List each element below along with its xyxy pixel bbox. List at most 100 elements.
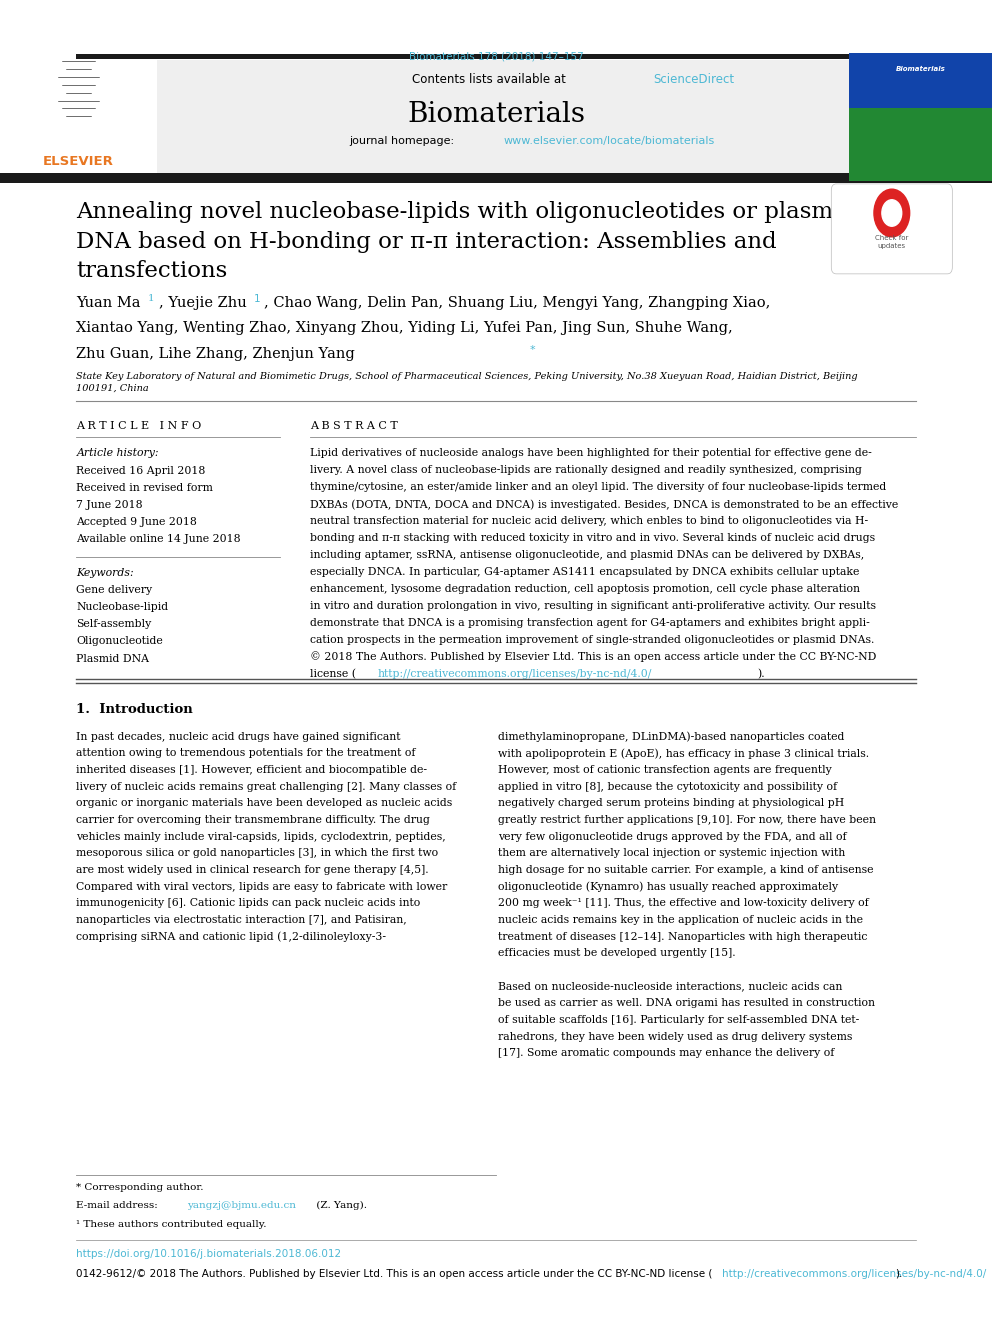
FancyBboxPatch shape (849, 108, 992, 181)
Text: Zhu Guan, Lihe Zhang, Zhenjun Yang: Zhu Guan, Lihe Zhang, Zhenjun Yang (76, 347, 355, 361)
Text: negatively charged serum proteins binding at physiological pH: negatively charged serum proteins bindin… (498, 798, 844, 808)
Text: Self-assembly: Self-assembly (76, 619, 152, 630)
Text: treatment of diseases [12–14]. Nanoparticles with high therapeutic: treatment of diseases [12–14]. Nanoparti… (498, 931, 867, 942)
Text: oligonucleotide (Kynamro) has usually reached approximately: oligonucleotide (Kynamro) has usually re… (498, 881, 838, 892)
FancyBboxPatch shape (0, 60, 992, 175)
Text: immunogenicity [6]. Cationic lipids can pack nucleic acids into: immunogenicity [6]. Cationic lipids can … (76, 898, 421, 909)
Text: A B S T R A C T: A B S T R A C T (310, 421, 398, 431)
Text: Received 16 April 2018: Received 16 April 2018 (76, 466, 205, 476)
Text: including aptamer, ssRNA, antisense oligonucleotide, and plasmid DNAs can be del: including aptamer, ssRNA, antisense olig… (310, 550, 865, 560)
Text: bonding and π-π stacking with reduced toxicity in vitro and in vivo. Several kin: bonding and π-π stacking with reduced to… (310, 533, 876, 544)
Text: 0142-9612/© 2018 The Authors. Published by Elsevier Ltd. This is an open access : 0142-9612/© 2018 The Authors. Published … (76, 1269, 713, 1279)
Text: Annealing novel nucleobase-lipids with oligonucleotides or plasmid
DNA based on : Annealing novel nucleobase-lipids with o… (76, 201, 855, 282)
Text: *: * (530, 345, 536, 356)
Text: with apolipoprotein E (ApoE), has efficacy in phase 3 clinical trials.: with apolipoprotein E (ApoE), has effica… (498, 749, 869, 759)
Text: high dosage for no suitable carrier. For example, a kind of antisense: high dosage for no suitable carrier. For… (498, 865, 874, 875)
Text: http://creativecommons.org/licenses/by-nc-nd/4.0/: http://creativecommons.org/licenses/by-n… (378, 668, 653, 679)
Text: demonstrate that DNCA is a promising transfection agent for G4-aptamers and exhi: demonstrate that DNCA is a promising tra… (310, 618, 870, 628)
Text: Yuan Ma: Yuan Ma (76, 296, 146, 311)
FancyBboxPatch shape (76, 53, 916, 58)
Text: vehicles mainly include viral-capsids, lipids, cyclodextrin, peptides,: vehicles mainly include viral-capsids, l… (76, 832, 446, 841)
Text: www.elsevier.com/locate/biomaterials: www.elsevier.com/locate/biomaterials (504, 136, 715, 147)
Text: Contents lists available at: Contents lists available at (412, 73, 569, 86)
FancyBboxPatch shape (0, 60, 157, 175)
FancyBboxPatch shape (831, 184, 952, 274)
Text: 1: 1 (254, 295, 261, 304)
Text: Nucleobase-lipid: Nucleobase-lipid (76, 602, 169, 613)
Text: In past decades, nucleic acid drugs have gained significant: In past decades, nucleic acid drugs have… (76, 732, 401, 742)
Text: ¹ These authors contributed equally.: ¹ These authors contributed equally. (76, 1220, 267, 1229)
Text: in vitro and duration prolongation in vivo, resulting in significant anti-prolif: in vitro and duration prolongation in vi… (310, 601, 877, 611)
FancyBboxPatch shape (0, 173, 992, 183)
Text: Gene delivery: Gene delivery (76, 585, 153, 595)
Text: yangzj@bjmu.edu.cn: yangzj@bjmu.edu.cn (187, 1201, 297, 1211)
Text: ScienceDirect: ScienceDirect (654, 73, 735, 86)
Text: livery. A novel class of nucleobase-lipids are rationally designed and readily s: livery. A novel class of nucleobase-lipi… (310, 466, 862, 475)
Text: Biomaterials: Biomaterials (407, 101, 585, 127)
Text: Plasmid DNA: Plasmid DNA (76, 654, 150, 664)
Text: ).: ). (895, 1269, 902, 1279)
Text: © 2018 The Authors. Published by Elsevier Ltd. This is an open access article un: © 2018 The Authors. Published by Elsevie… (310, 652, 877, 663)
Text: , Yuejie Zhu: , Yuejie Zhu (159, 296, 251, 311)
Text: However, most of cationic transfection agents are frequently: However, most of cationic transfection a… (498, 765, 831, 775)
Text: enhancement, lysosome degradation reduction, cell apoptosis promotion, cell cycl: enhancement, lysosome degradation reduct… (310, 583, 860, 594)
Text: A R T I C L E   I N F O: A R T I C L E I N F O (76, 421, 201, 431)
Circle shape (874, 189, 910, 237)
Text: efficacies must be developed urgently [15].: efficacies must be developed urgently [1… (498, 949, 736, 958)
Text: Accepted 9 June 2018: Accepted 9 June 2018 (76, 517, 197, 528)
Text: ).: ). (757, 668, 765, 679)
Text: livery of nucleic acids remains great challenging [2]. Many classes of: livery of nucleic acids remains great ch… (76, 782, 456, 791)
Text: State Key Laboratory of Natural and Biomimetic Drugs, School of Pharmaceutical S: State Key Laboratory of Natural and Biom… (76, 372, 858, 393)
Text: rahedrons, they have been widely used as drug delivery systems: rahedrons, they have been widely used as… (498, 1032, 852, 1041)
Text: nucleic acids remains key in the application of nucleic acids in the: nucleic acids remains key in the applica… (498, 916, 863, 925)
Text: Keywords:: Keywords: (76, 568, 134, 578)
Text: Biomaterials 178 (2018) 147–157: Biomaterials 178 (2018) 147–157 (409, 52, 583, 62)
Text: 1: 1 (148, 295, 155, 303)
Text: Article history:: Article history: (76, 448, 159, 459)
Text: ELSEVIER: ELSEVIER (43, 155, 114, 168)
Text: carrier for overcoming their transmembrane difficulty. The drug: carrier for overcoming their transmembra… (76, 815, 431, 826)
Text: of suitable scaffolds [16]. Particularly for self-assembled DNA tet-: of suitable scaffolds [16]. Particularly… (498, 1015, 859, 1025)
Text: Oligonucleotide: Oligonucleotide (76, 636, 163, 647)
Text: nanoparticles via electrostatic interaction [7], and Patisiran,: nanoparticles via electrostatic interact… (76, 916, 407, 925)
Text: organic or inorganic materials have been developed as nucleic acids: organic or inorganic materials have been… (76, 798, 452, 808)
Text: mesoporous silica or gold nanoparticles [3], in which the first two: mesoporous silica or gold nanoparticles … (76, 848, 438, 859)
Text: very few oligonucleotide drugs approved by the FDA, and all of: very few oligonucleotide drugs approved … (498, 832, 846, 841)
Text: greatly restrict further applications [9,10]. For now, there have been: greatly restrict further applications [9… (498, 815, 876, 826)
Text: Xiantao Yang, Wenting Zhao, Xinyang Zhou, Yiding Li, Yufei Pan, Jing Sun, Shuhe : Xiantao Yang, Wenting Zhao, Xinyang Zhou… (76, 321, 733, 336)
Text: 7 June 2018: 7 June 2018 (76, 500, 143, 511)
Text: Compared with viral vectors, lipids are easy to fabricate with lower: Compared with viral vectors, lipids are … (76, 881, 447, 892)
Text: neutral transfection material for nucleic acid delivery, which enbles to bind to: neutral transfection material for nuclei… (310, 516, 869, 527)
Text: applied in vitro [8], because the cytotoxicity and possibility of: applied in vitro [8], because the cytoto… (498, 782, 837, 791)
Text: are most widely used in clinical research for gene therapy [4,5].: are most widely used in clinical researc… (76, 865, 429, 875)
Text: http://creativecommons.org/licenses/by-nc-nd/4.0/: http://creativecommons.org/licenses/by-n… (722, 1269, 986, 1279)
Text: Based on nucleoside-nucleoside interactions, nucleic acids can: Based on nucleoside-nucleoside interacti… (498, 982, 842, 992)
Text: especially DNCA. In particular, G4-aptamer AS1411 encapsulated by DNCA exhibits : especially DNCA. In particular, G4-aptam… (310, 568, 860, 577)
Text: comprising siRNA and cationic lipid (1,2-dilinoleyloxy-3-: comprising siRNA and cationic lipid (1,2… (76, 931, 387, 942)
Text: Check for
updates: Check for updates (875, 235, 909, 249)
Text: , Chao Wang, Delin Pan, Shuang Liu, Mengyi Yang, Zhangping Xiao,: , Chao Wang, Delin Pan, Shuang Liu, Meng… (264, 296, 770, 311)
Text: thymine/cytosine, an ester/amide linker and an oleyl lipid. The diversity of fou: thymine/cytosine, an ester/amide linker … (310, 483, 887, 492)
Text: be used as carrier as well. DNA origami has resulted in construction: be used as carrier as well. DNA origami … (498, 999, 875, 1008)
Text: E-mail address:: E-mail address: (76, 1201, 162, 1211)
Text: Lipid derivatives of nucleoside analogs have been highlighted for their potentia: Lipid derivatives of nucleoside analogs … (310, 448, 872, 459)
Text: * Corresponding author.: * Corresponding author. (76, 1183, 204, 1192)
Text: 200 mg week⁻¹ [11]. Thus, the effective and low-toxicity delivery of: 200 mg week⁻¹ [11]. Thus, the effective … (498, 898, 869, 909)
Text: https://doi.org/10.1016/j.biomaterials.2018.06.012: https://doi.org/10.1016/j.biomaterials.2… (76, 1249, 341, 1259)
FancyBboxPatch shape (849, 53, 992, 181)
Text: (Z. Yang).: (Z. Yang). (313, 1201, 367, 1211)
Text: [17]. Some aromatic compounds may enhance the delivery of: [17]. Some aromatic compounds may enhanc… (498, 1048, 834, 1058)
Text: journal homepage:: journal homepage: (349, 136, 458, 147)
Text: attention owing to tremendous potentials for the treatment of: attention owing to tremendous potentials… (76, 749, 416, 758)
Text: cation prospects in the permeation improvement of single-stranded oligonucleotid: cation prospects in the permeation impro… (310, 635, 875, 644)
Text: 1.  Introduction: 1. Introduction (76, 703, 193, 716)
Circle shape (882, 200, 902, 226)
Text: DXBAs (DOTA, DNTA, DOCA and DNCA) is investigated. Besides, DNCA is demonstrated: DXBAs (DOTA, DNTA, DOCA and DNCA) is inv… (310, 499, 899, 509)
Text: license (: license ( (310, 668, 356, 679)
Text: Received in revised form: Received in revised form (76, 483, 213, 493)
Text: dimethylaminopropane, DLinDMA)-based nanoparticles coated: dimethylaminopropane, DLinDMA)-based nan… (498, 732, 844, 742)
Text: them are alternatively local injection or systemic injection with: them are alternatively local injection o… (498, 848, 845, 859)
Text: Available online 14 June 2018: Available online 14 June 2018 (76, 534, 241, 545)
Text: inherited diseases [1]. However, efficient and biocompatible de-: inherited diseases [1]. However, efficie… (76, 765, 428, 775)
Text: Biomaterials: Biomaterials (896, 66, 945, 73)
